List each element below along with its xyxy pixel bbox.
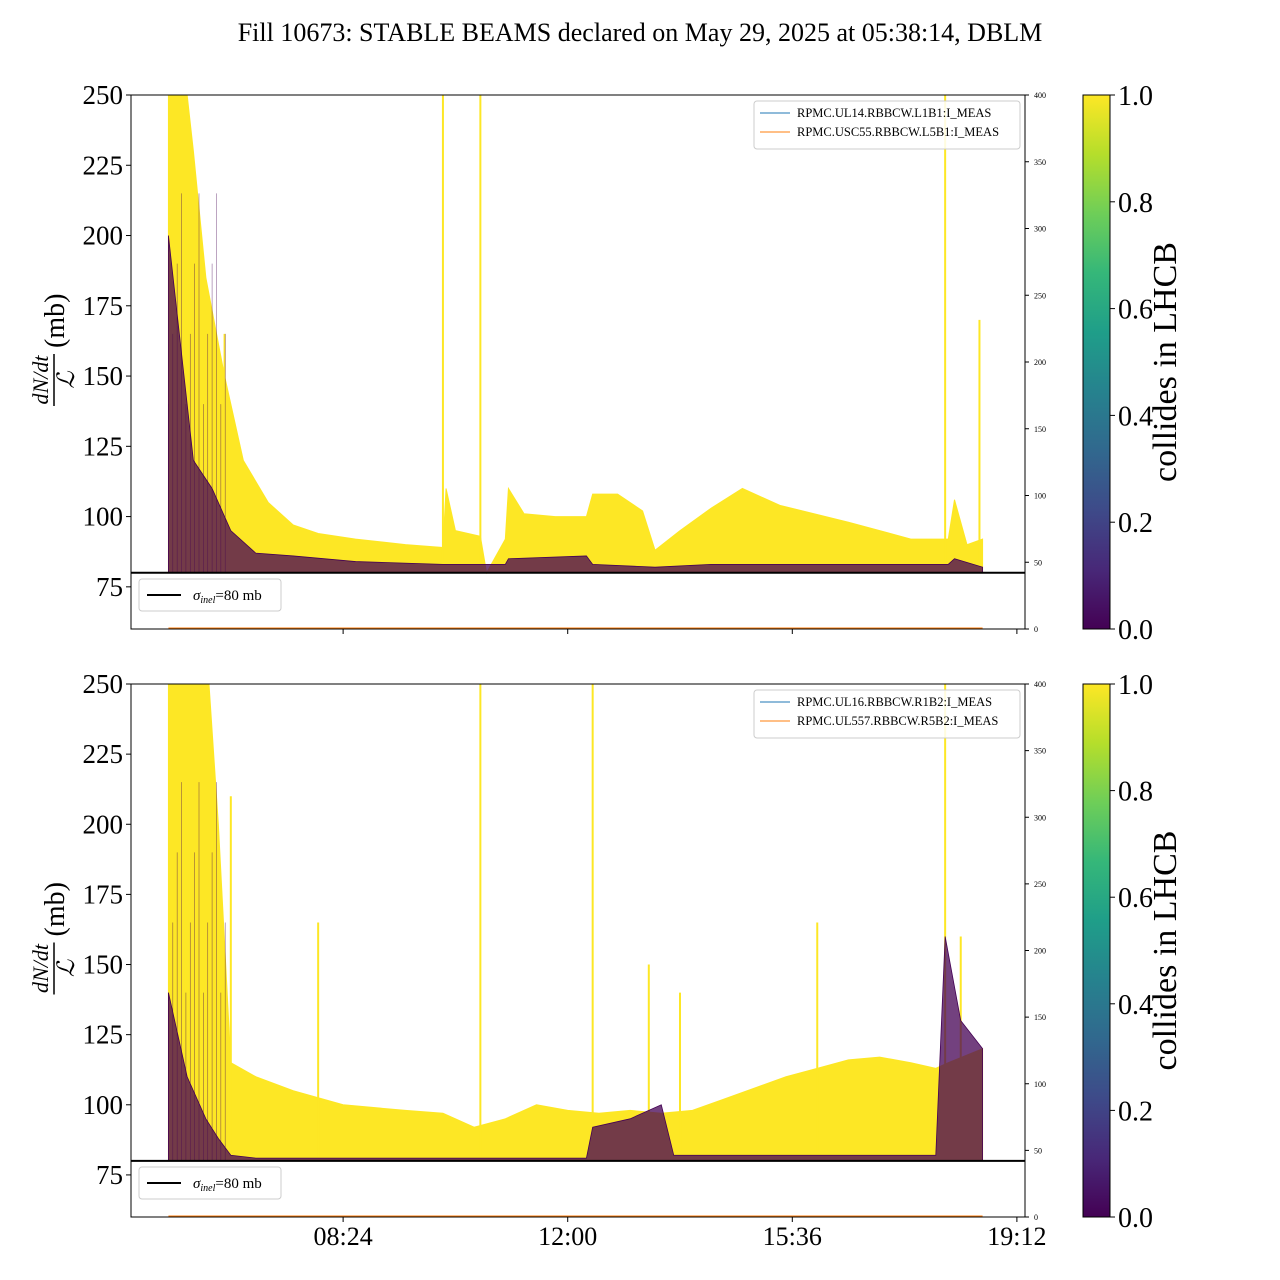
legend-box xyxy=(753,100,1021,150)
y2tick-label: 200 xyxy=(1034,947,1046,956)
y2tick-label: 400 xyxy=(1034,680,1046,689)
ytick-label: 250 xyxy=(83,80,124,110)
y2tick-label: 350 xyxy=(1034,158,1046,167)
colorbar-tick-label: 0.6 xyxy=(1118,295,1153,326)
y2tick-label: 0 xyxy=(1034,1213,1038,1222)
colorbar-label: collides in LHCB xyxy=(1147,831,1184,1071)
xtick-label: 19:12 xyxy=(987,1222,1046,1251)
xtick-label: 12:00 xyxy=(538,1222,597,1251)
ylabel-denominator: ℒ xyxy=(54,371,80,389)
legend-label: RPMC.UL14.RBBCW.L1B1:I_MEAS xyxy=(797,106,991,120)
colorbar xyxy=(1082,683,1111,1218)
legend-label: RPMC.UL557.RBBCW.R5B2:I_MEAS xyxy=(797,714,998,728)
purple-band xyxy=(168,936,983,1162)
y2tick-label: 250 xyxy=(1034,880,1046,889)
ytick-label: 75 xyxy=(96,572,123,602)
ytick-label: 75 xyxy=(96,1160,123,1190)
colorbar-tick-label: 0.4 xyxy=(1118,990,1153,1021)
y2tick-label: 250 xyxy=(1034,291,1046,300)
ytick-label: 100 xyxy=(83,502,124,532)
colorbar-label: collides in LHCB xyxy=(1147,242,1184,482)
ytick-label: 200 xyxy=(83,809,124,839)
xtick-label: 15:36 xyxy=(763,1222,822,1251)
colorbar xyxy=(1082,94,1111,630)
y2tick-label: 50 xyxy=(1034,558,1042,567)
purple-band xyxy=(168,235,983,574)
ylabel-denominator: ℒ xyxy=(54,959,80,977)
y2tick-label: 0 xyxy=(1034,625,1038,634)
sigma-legend-box xyxy=(138,578,282,612)
ytick-label: 100 xyxy=(83,1090,124,1120)
sigma-legend-box xyxy=(138,1166,282,1200)
y2tick-label: 150 xyxy=(1034,1013,1046,1022)
ytick-label: 150 xyxy=(83,361,124,391)
ytick-label: 225 xyxy=(83,739,124,769)
colorbar-tick-label: 0.0 xyxy=(1118,615,1153,646)
ytick-label: 125 xyxy=(83,1020,124,1050)
ytick-label: 150 xyxy=(83,950,124,980)
xtick-label: 08:24 xyxy=(313,1222,372,1251)
legend-label: RPMC.USC55.RBBCW.L5B1:I_MEAS xyxy=(797,125,999,139)
ylabel-numerator: dN/dt xyxy=(28,943,53,993)
ytick-label: 250 xyxy=(83,669,124,699)
y2tick-label: 100 xyxy=(1034,492,1046,501)
ylabel: dN/dt ℒ (mb) xyxy=(28,882,80,995)
colorbar-tick-label: 0.8 xyxy=(1118,188,1153,219)
ylabel-numerator: dN/dt xyxy=(28,355,53,405)
legend-label: RPMC.UL16.RBBCW.R1B2:I_MEAS xyxy=(797,695,992,709)
y2tick-label: 300 xyxy=(1034,813,1046,822)
ylabel-unit: (mb) xyxy=(40,294,71,348)
ytick-label: 200 xyxy=(83,221,124,251)
y2tick-label: 300 xyxy=(1034,225,1046,234)
y2tick-label: 400 xyxy=(1034,91,1046,100)
chart-panel-2: 75 100 125 150 175 200 225 250 0 50 100 150 200 250 30… xyxy=(28,669,1184,1251)
colorbar-tick-label: 0.0 xyxy=(1118,1203,1153,1234)
plot-area xyxy=(167,684,984,1162)
sigma-legend-label: σinel=80 mb xyxy=(193,588,262,606)
ylabel: dN/dt ℒ (mb) xyxy=(28,294,80,406)
colorbar-tick-label: 0.2 xyxy=(1118,1096,1153,1127)
yellow-band xyxy=(167,95,984,575)
ytick-label: 175 xyxy=(83,291,124,321)
colorbar-tick-label: 0.6 xyxy=(1118,883,1153,914)
y2tick-label: 150 xyxy=(1034,425,1046,434)
ylabel-unit: (mb) xyxy=(40,882,71,936)
colorbar-tick-label: 0.2 xyxy=(1118,508,1153,539)
colorbar-tick-label: 0.4 xyxy=(1118,401,1153,432)
plot-area xyxy=(167,95,984,575)
y2tick-label: 350 xyxy=(1034,747,1046,756)
legend-box xyxy=(753,689,1021,739)
colorbar-tick-label: 1.0 xyxy=(1118,81,1153,112)
colorbar-tick-label: 0.8 xyxy=(1118,777,1153,808)
y2tick-label: 100 xyxy=(1034,1080,1046,1089)
y2tick-label: 200 xyxy=(1034,358,1046,367)
chart-panel-1: 75 100 125 150 175 200 225 250 0 50 100 150 200 250 30… xyxy=(28,80,1184,646)
colorbar-tick-label: 1.0 xyxy=(1118,670,1153,701)
y2tick-label: 50 xyxy=(1034,1146,1042,1155)
yellow-band xyxy=(167,684,984,1162)
ytick-label: 175 xyxy=(83,879,124,909)
sigma-legend-label: σinel=80 mb xyxy=(193,1176,262,1194)
ytick-label: 125 xyxy=(83,431,124,461)
ytick-label: 225 xyxy=(83,150,124,180)
chart-title: Fill 10673: STABLE BEAMS declared on May… xyxy=(237,18,1043,47)
